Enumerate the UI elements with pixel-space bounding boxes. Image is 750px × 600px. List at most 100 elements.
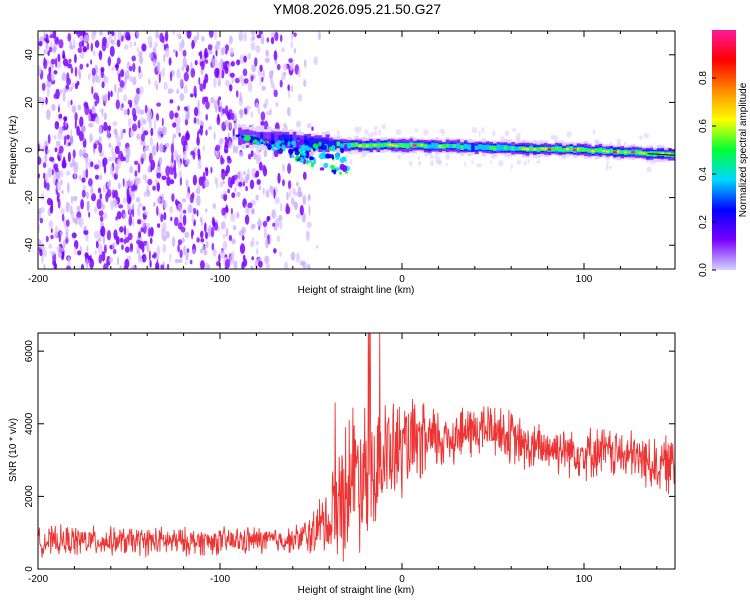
noise-speck bbox=[223, 193, 228, 202]
noise-speck bbox=[213, 99, 219, 110]
noise-speck bbox=[264, 57, 270, 63]
noise-speck bbox=[225, 258, 231, 269]
noise-speck bbox=[290, 32, 294, 41]
tone-smear bbox=[276, 140, 282, 145]
tone-smear bbox=[240, 135, 245, 139]
noise-speck bbox=[250, 208, 255, 215]
noise-speck bbox=[176, 33, 181, 38]
tone-smear bbox=[312, 143, 319, 149]
noise-speck bbox=[208, 126, 213, 131]
noise-speck bbox=[101, 150, 105, 157]
tone-smear bbox=[277, 150, 283, 154]
noise-speck bbox=[218, 253, 221, 263]
noise-speck bbox=[169, 110, 175, 120]
noise-speck bbox=[215, 144, 221, 152]
noise-speck bbox=[313, 56, 318, 66]
noise-speck bbox=[222, 240, 228, 251]
noise-speck bbox=[229, 47, 235, 56]
tone-cell bbox=[260, 132, 265, 143]
haze-speck bbox=[515, 134, 521, 142]
noise-speck bbox=[154, 119, 157, 131]
noise-speck bbox=[48, 66, 52, 74]
noise-speck bbox=[225, 232, 228, 237]
noise-speck bbox=[149, 237, 153, 244]
noise-speck bbox=[137, 202, 143, 208]
haze-speck bbox=[395, 128, 402, 136]
snr-ylabel: SNR (10 * v/v) bbox=[8, 418, 19, 482]
noise-speck bbox=[139, 109, 145, 115]
tone-cell bbox=[434, 143, 439, 149]
noise-speck bbox=[156, 172, 161, 179]
noise-speck bbox=[53, 135, 57, 140]
noise-speck bbox=[315, 244, 319, 249]
tone-smear bbox=[275, 143, 281, 151]
noise-speck bbox=[227, 176, 232, 188]
noise-speck bbox=[38, 211, 41, 221]
noise-speck bbox=[111, 151, 117, 162]
noise-speck bbox=[152, 202, 156, 207]
noise-speck bbox=[98, 124, 103, 135]
tone-smear bbox=[302, 145, 307, 152]
noise-speck bbox=[130, 265, 136, 269]
tone-cell bbox=[675, 154, 679, 157]
noise-speck bbox=[158, 157, 163, 165]
noise-speck bbox=[148, 152, 153, 164]
noise-speck bbox=[128, 177, 131, 187]
noise-speck bbox=[103, 121, 108, 132]
noise-speck bbox=[90, 161, 94, 168]
noise-speck bbox=[136, 246, 139, 255]
noise-speck bbox=[259, 64, 263, 72]
noise-speck bbox=[289, 63, 294, 71]
noise-speck bbox=[44, 172, 49, 183]
noise-speck bbox=[92, 50, 96, 56]
noise-speck bbox=[86, 245, 89, 252]
tone-cell bbox=[656, 151, 661, 156]
noise-speck bbox=[289, 189, 292, 198]
spectrogram-tone bbox=[235, 124, 679, 175]
noise-speck bbox=[243, 55, 247, 63]
noise-speck bbox=[148, 109, 152, 121]
tone-smear bbox=[344, 171, 348, 174]
noise-speck bbox=[129, 41, 133, 48]
tone-cell bbox=[358, 144, 363, 147]
noise-speck bbox=[250, 150, 254, 158]
noise-speck bbox=[243, 78, 249, 84]
tone-smear bbox=[306, 160, 312, 163]
noise-speck bbox=[64, 135, 67, 143]
tone-cell bbox=[675, 150, 679, 162]
noise-speck bbox=[192, 174, 197, 186]
noise-speck bbox=[255, 194, 259, 201]
noise-speck bbox=[258, 161, 263, 171]
noise-speck bbox=[92, 73, 96, 85]
noise-speck bbox=[90, 59, 93, 65]
tone-smear bbox=[294, 150, 300, 156]
noise-speck bbox=[102, 234, 106, 245]
noise-speck bbox=[266, 216, 270, 223]
noise-speck bbox=[102, 184, 107, 193]
noise-speck bbox=[81, 189, 86, 198]
noise-speck bbox=[279, 202, 283, 212]
noise-speck bbox=[115, 99, 121, 110]
noise-speck bbox=[125, 31, 131, 41]
noise-speck bbox=[148, 250, 151, 261]
haze-speck bbox=[429, 160, 434, 167]
noise-speck bbox=[206, 240, 209, 249]
haze-speck bbox=[345, 154, 349, 159]
noise-speck bbox=[204, 73, 209, 84]
noise-speck bbox=[159, 32, 164, 43]
noise-speck bbox=[67, 256, 71, 267]
noise-speck bbox=[178, 214, 183, 225]
noise-speck bbox=[126, 187, 130, 199]
noise-speck bbox=[265, 262, 270, 269]
haze-speck bbox=[378, 129, 382, 136]
tone-cell bbox=[285, 135, 290, 146]
noise-speck bbox=[164, 43, 166, 52]
tone-smear bbox=[267, 144, 272, 151]
noise-speck bbox=[184, 261, 188, 266]
noise-speck bbox=[233, 144, 236, 154]
noise-speck bbox=[85, 168, 89, 179]
noise-speck bbox=[258, 260, 263, 268]
noise-speck bbox=[238, 109, 244, 116]
tone-cell bbox=[587, 149, 592, 152]
noise-speck bbox=[174, 216, 179, 227]
